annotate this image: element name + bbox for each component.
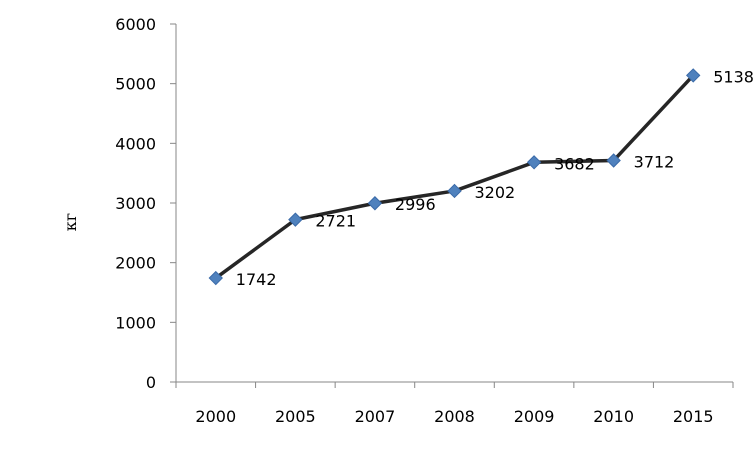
data-point-marker xyxy=(526,155,542,170)
data-label: 2996 xyxy=(395,195,436,214)
y-tick-label: 6000 xyxy=(115,15,156,34)
data-point-marker xyxy=(447,183,462,199)
x-tick-label: 2008 xyxy=(434,407,475,426)
axes: 0 1000 2000 3000 4000 5000 6000 2000 2005 2007 200… xyxy=(115,15,734,426)
data-point-marker xyxy=(288,212,303,227)
data-point-marker xyxy=(208,270,223,286)
data-point-marker xyxy=(606,153,621,168)
data-labels: 1742 2721 2996 3202 3682 3712 5138 xyxy=(236,67,753,289)
markers xyxy=(208,68,701,286)
data-label: 5138 xyxy=(713,67,753,86)
data-point-marker xyxy=(686,68,701,83)
x-tick-label: 2005 xyxy=(275,407,316,426)
y-tick-label: 4000 xyxy=(115,134,156,153)
series-line xyxy=(214,74,695,280)
x-tick-label: 2000 xyxy=(195,407,236,426)
y-tick-label: 2000 xyxy=(115,254,156,273)
data-label: 3712 xyxy=(634,153,675,172)
x-tick-label: 2007 xyxy=(355,407,396,426)
data-label: 3682 xyxy=(554,154,595,173)
series-line-group xyxy=(214,74,695,280)
x-tick-label: 2010 xyxy=(593,407,634,426)
data-label: 2721 xyxy=(315,212,356,231)
y-axis-title: кг xyxy=(61,213,80,231)
y-tick-label: 1000 xyxy=(115,313,156,332)
y-tick-label: 3000 xyxy=(115,194,156,213)
y-tick-label: 0 xyxy=(146,373,156,392)
y-tick-label: 5000 xyxy=(115,75,156,94)
data-point-marker xyxy=(367,196,383,211)
x-tick-label: 2009 xyxy=(514,407,555,426)
data-label: 1742 xyxy=(236,270,277,289)
data-label: 3202 xyxy=(475,183,516,202)
x-tick-label: 2015 xyxy=(673,407,714,426)
